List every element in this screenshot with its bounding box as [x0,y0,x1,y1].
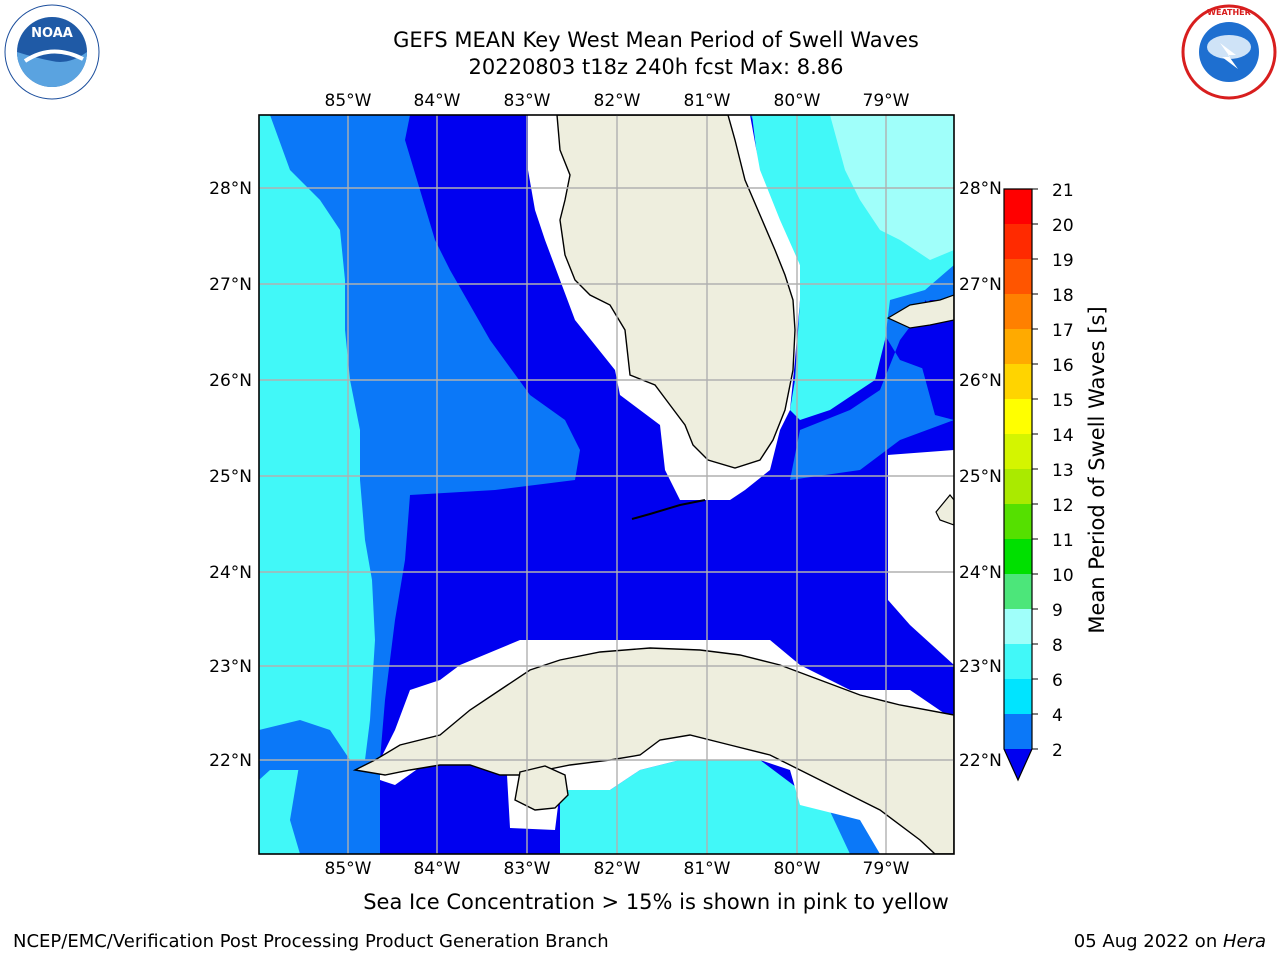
lat-labels-left: 28°N 27°N 26°N 25°N 24°N 23°N 22°N [209,179,252,771]
map-frame [258,114,955,855]
graticule [259,115,954,854]
lat-label: 24°N [959,563,1002,583]
footer-date-text: 05 Aug 2022 on [1073,931,1223,952]
svg-text:NOAA: NOAA [31,26,73,41]
lat-label: 28°N [209,179,252,199]
lon-label: 80°W [774,859,821,879]
map-title: GEFS MEAN Key West Mean Period of Swell … [393,28,919,52]
lat-label: 24°N [209,563,252,583]
colorbar-tick: 16 [1052,356,1074,376]
lat-labels-right: 28°N 27°N 26°N 25°N 24°N 23°N 22°N [959,179,1002,771]
colorbar-tick: 9 [1052,601,1063,621]
lon-labels-top: 85°W 84°W 83°W 82°W 81°W 80°W 79°W [325,91,910,111]
swell-band-6-8-west [259,115,375,854]
lat-label: 25°N [959,467,1002,487]
sea-ice-note: Sea Ice Concentration > 15% is shown in … [363,890,949,914]
lon-label: 82°W [594,91,641,111]
lon-label: 81°W [684,859,731,879]
lon-label: 85°W [325,859,372,879]
lon-label: 81°W [684,91,731,111]
colorbar-tick: 8 [1052,636,1063,656]
lon-label: 80°W [774,91,821,111]
lat-label: 23°N [959,657,1002,677]
colorbar-tick: 11 [1052,531,1074,551]
map-subtitle: 20220803 t18z 240h fcst Max: 8.86 [468,55,844,79]
lat-label: 22°N [209,751,252,771]
isla-juventud-land [514,765,569,811]
lon-label: 79°W [863,91,910,111]
svg-text:WEATHER: WEATHER [1207,8,1251,17]
lat-label: 22°N [959,751,1002,771]
colorbar-tick: 10 [1052,566,1074,586]
lon-labels-bottom: 85°W 84°W 83°W 82°W 81°W 80°W 79°W [325,859,910,879]
colorbar-tick: 15 [1052,391,1074,411]
lat-label: 23°N [209,657,252,677]
lat-label: 28°N [959,179,1002,199]
lat-label: 27°N [209,275,252,295]
footer-credit: NCEP/EMC/Verification Post Processing Pr… [13,931,609,952]
lat-label: 27°N [959,275,1002,295]
nws-logo: WEATHER [1181,4,1277,100]
colorbar: 21 20 19 18 17 16 15 14 13 12 11 10 9 8 … [1003,181,1074,782]
colorbar-label-text: Mean Period of Swell Waves [s] [1085,306,1109,634]
lon-label: 82°W [594,859,641,879]
footer-host: Hera [1222,931,1266,952]
colorbar-tick: 20 [1052,216,1074,236]
colorbar-tick: 17 [1052,321,1074,341]
lat-label: 25°N [209,467,252,487]
colorbar-tick: 2 [1052,741,1063,761]
lon-label: 84°W [414,859,461,879]
colorbar-tick: 14 [1052,426,1074,446]
colorbar-tick: 13 [1052,461,1074,481]
colorbar-tick: 18 [1052,286,1074,306]
colorbar-tick: 12 [1052,496,1074,516]
lat-label: 26°N [209,371,252,391]
colorbar-tick: 21 [1052,181,1074,201]
colorbar-tick: 19 [1052,251,1074,271]
colorbar-tick: 4 [1052,706,1063,726]
lon-label: 85°W [325,91,372,111]
swell-band-6-8-south [560,760,870,854]
lon-label: 84°W [414,91,461,111]
colorbar-tick: 6 [1052,671,1063,691]
lon-label: 79°W [863,859,910,879]
lon-label: 83°W [504,859,551,879]
footer-date: 05 Aug 2022 on Hera [1074,931,1266,952]
lat-label: 26°N [959,371,1002,391]
noaa-logo: NOAA [4,4,100,100]
lon-label: 83°W [504,91,551,111]
